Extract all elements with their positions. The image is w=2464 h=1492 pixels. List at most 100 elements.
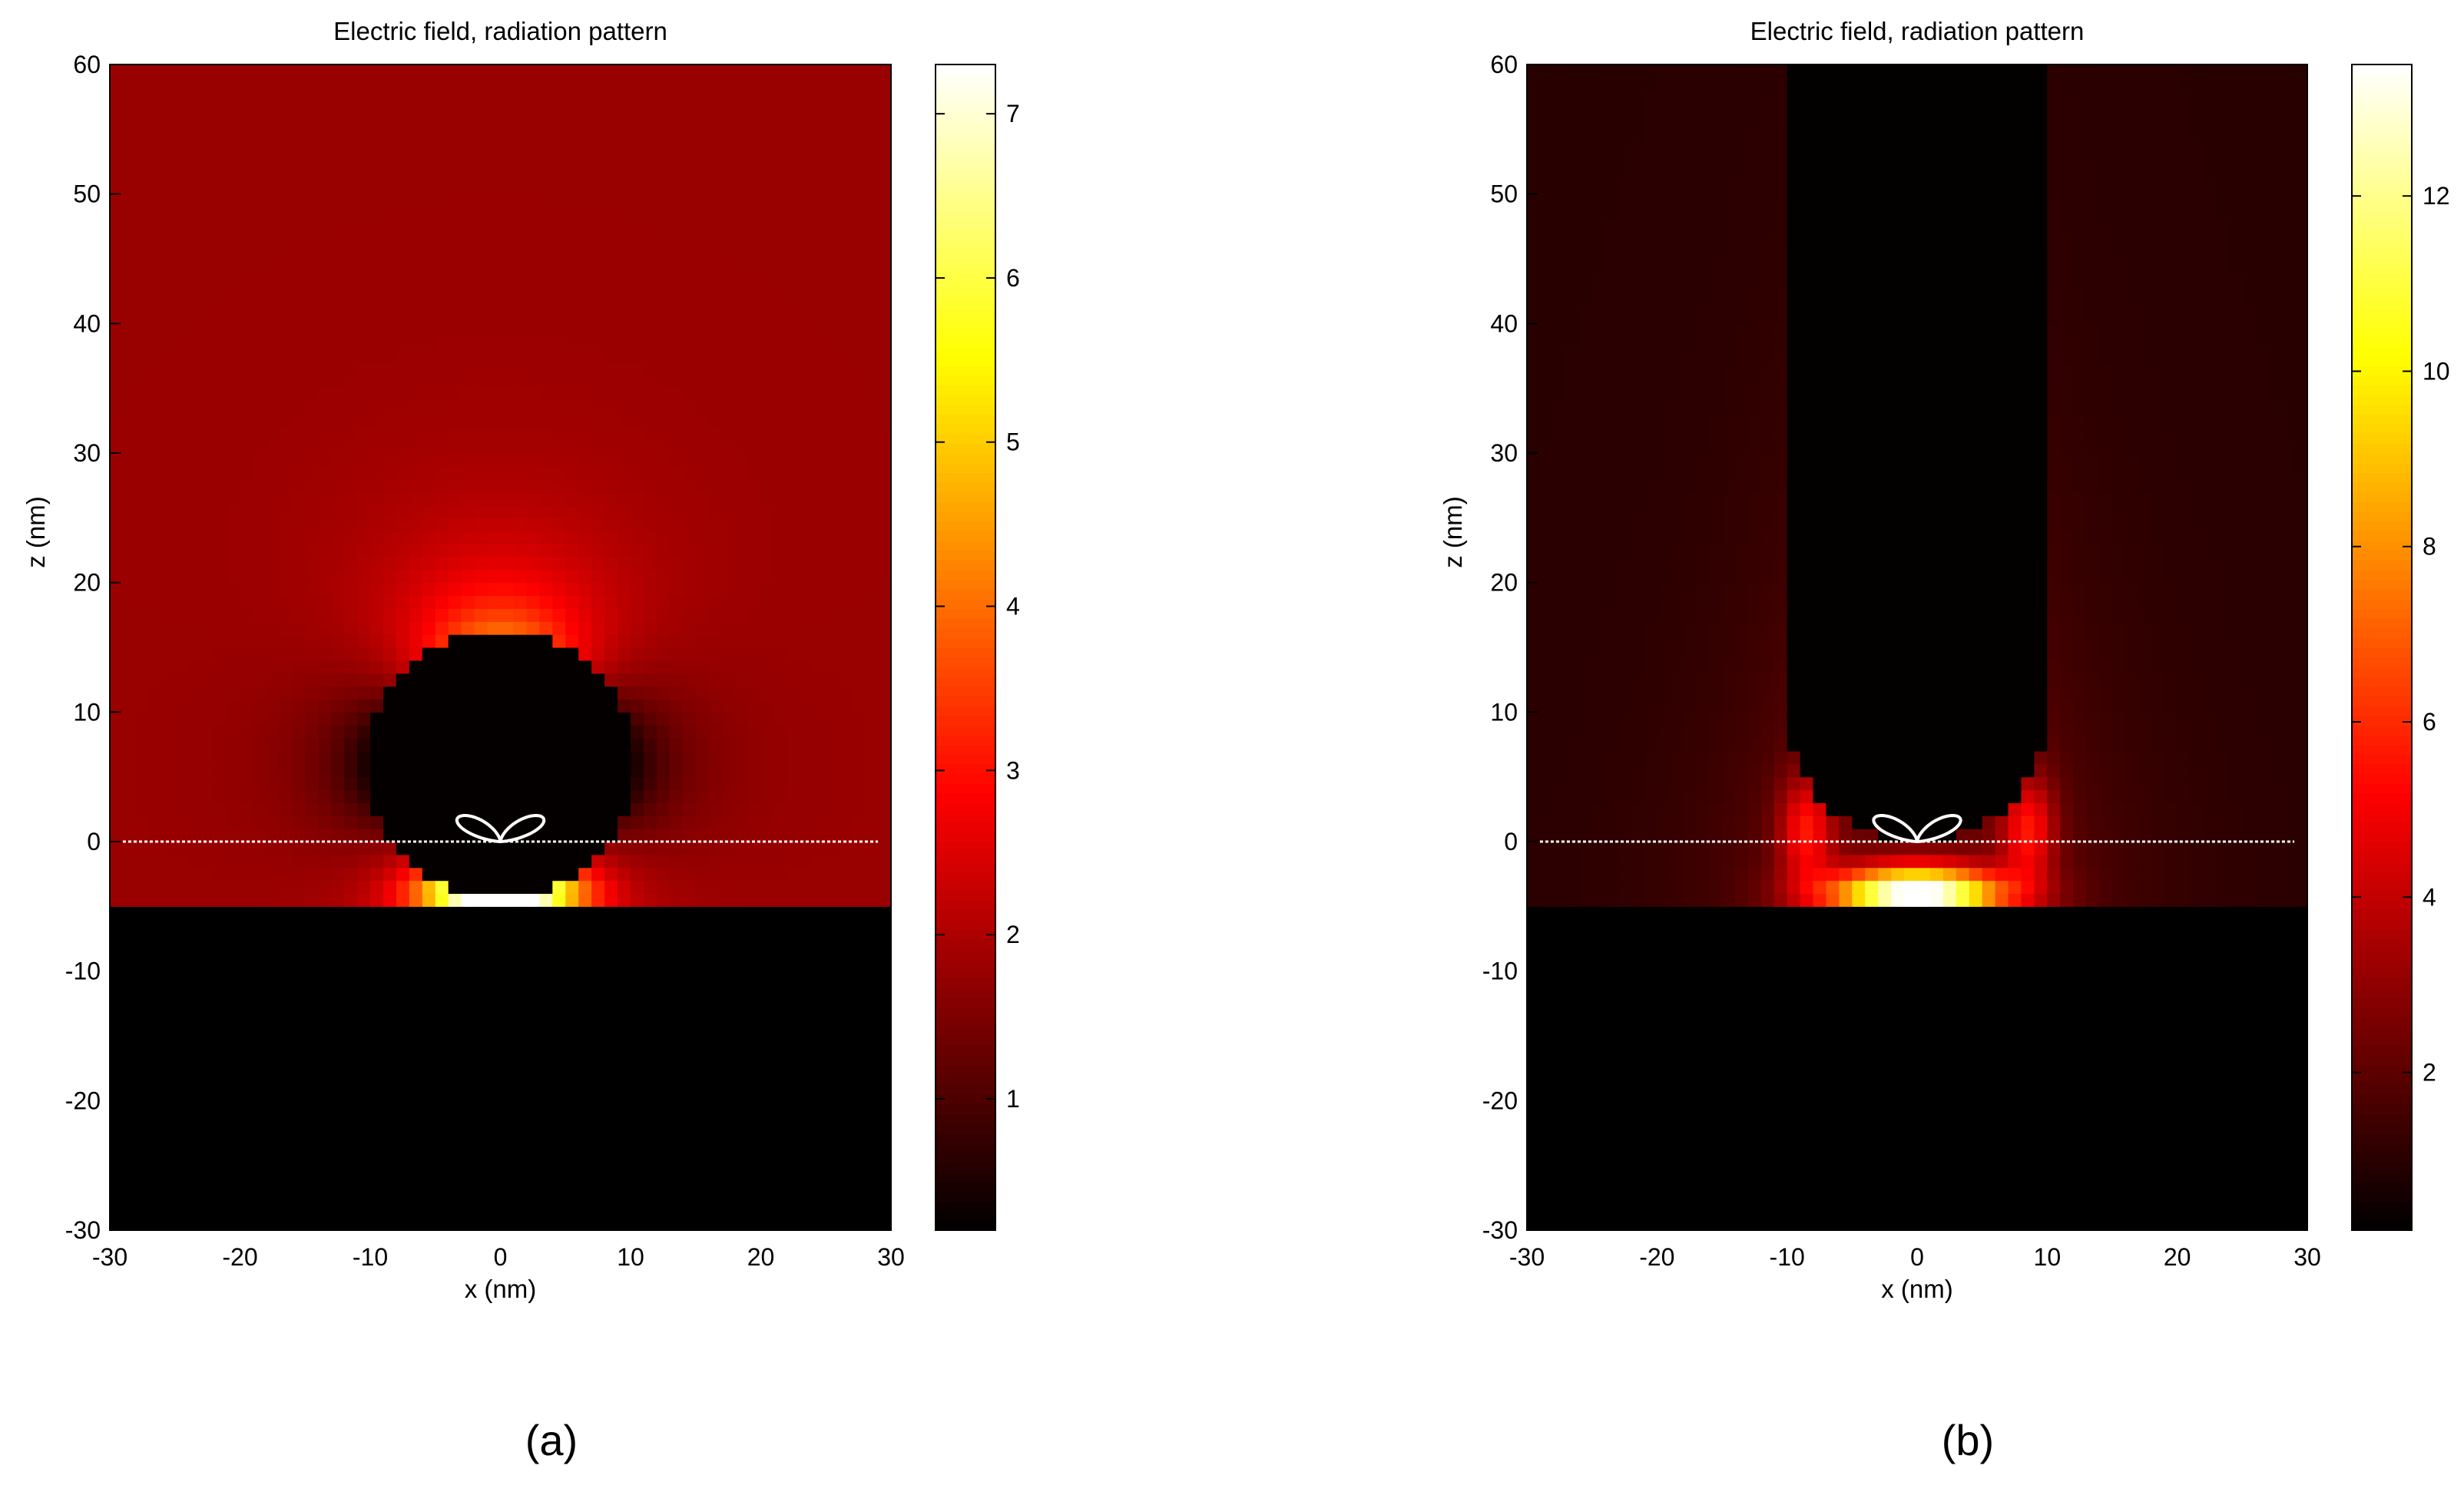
heatmap-cell xyxy=(708,491,723,506)
heatmap-cell xyxy=(787,880,800,895)
heatmap-cell xyxy=(813,103,826,117)
heatmap-cell xyxy=(174,906,189,920)
heatmap-cell xyxy=(200,802,215,816)
heatmap-cell xyxy=(305,478,319,493)
heatmap-cell xyxy=(760,427,775,441)
heatmap-cell xyxy=(813,518,826,531)
heatmap-cell xyxy=(474,220,488,233)
heatmap-cell xyxy=(513,673,527,687)
heatmap-cell xyxy=(292,65,306,78)
heatmap-cell xyxy=(357,1126,371,1140)
heatmap-cell xyxy=(721,815,736,829)
heatmap-cell xyxy=(435,544,449,557)
heatmap-cell xyxy=(344,129,358,143)
heatmap-cell xyxy=(552,958,566,972)
heatmap-cell xyxy=(578,297,592,312)
heatmap-cell xyxy=(357,634,371,648)
heatmap-cell xyxy=(305,1165,319,1179)
heatmap-cell xyxy=(734,660,749,674)
heatmap-cell xyxy=(318,453,332,467)
heatmap-cell xyxy=(813,595,826,609)
heatmap-cell xyxy=(800,944,813,959)
heatmap-cell xyxy=(122,725,137,739)
heatmap-cell xyxy=(578,1048,592,1063)
heatmap-cell xyxy=(643,167,657,182)
heatmap-cell xyxy=(357,932,371,946)
heatmap-cell xyxy=(669,776,684,791)
heatmap-cell xyxy=(292,971,306,985)
heatmap-cell xyxy=(161,194,176,208)
heatmap-cell xyxy=(279,1191,293,1205)
heatmap-cell xyxy=(148,854,163,868)
heatmap-cell xyxy=(513,686,527,700)
heatmap-cell xyxy=(448,259,462,273)
heatmap-cell xyxy=(305,867,319,882)
heatmap-cell xyxy=(409,1010,423,1024)
heatmap-cell xyxy=(565,880,579,895)
heatmap-cell xyxy=(526,582,540,597)
heatmap-cell xyxy=(526,660,540,674)
heatmap-cell xyxy=(448,465,462,480)
heatmap-cell xyxy=(578,1074,592,1089)
heatmap-cell xyxy=(631,1061,644,1076)
heatmap-cell xyxy=(187,1010,202,1024)
heatmap-cell xyxy=(578,893,592,907)
heatmap-cell xyxy=(383,518,397,531)
heatmap-cell xyxy=(487,116,502,130)
heatmap-cell xyxy=(357,77,371,91)
heatmap-cell xyxy=(331,531,345,544)
heatmap-cell xyxy=(760,1178,775,1192)
heatmap-cell xyxy=(578,194,592,208)
heatmap-cell xyxy=(187,491,202,506)
heatmap-cell xyxy=(318,699,332,713)
heatmap-cell xyxy=(148,621,163,635)
heatmap-cell xyxy=(214,427,228,441)
heatmap-cell xyxy=(695,621,710,635)
heatmap-cell xyxy=(200,867,215,882)
heatmap-cell xyxy=(227,984,241,997)
heatmap-cell xyxy=(148,233,163,246)
heatmap-cell xyxy=(409,660,423,674)
heatmap-cell xyxy=(773,349,787,363)
heatmap-cell xyxy=(487,1165,502,1179)
heatmap-cell xyxy=(110,103,124,117)
heatmap-cell xyxy=(357,453,371,467)
heatmap-cell xyxy=(800,556,813,571)
heatmap-cell xyxy=(813,1126,826,1140)
heatmap-cell xyxy=(187,1165,202,1179)
heatmap-cell xyxy=(618,842,631,855)
heatmap-cell xyxy=(331,1087,345,1101)
heatmap-cell xyxy=(643,647,657,661)
heatmap-cell xyxy=(800,725,813,739)
heatmap-cell xyxy=(383,712,397,726)
heatmap-cell xyxy=(826,1165,840,1179)
heatmap-cell xyxy=(409,401,423,415)
heatmap-cell xyxy=(305,1074,319,1089)
heatmap-cell xyxy=(656,906,671,920)
heatmap-cell xyxy=(135,284,150,299)
heatmap-cell xyxy=(214,259,228,273)
heatmap-cell xyxy=(383,194,397,208)
heatmap-cell xyxy=(721,478,736,493)
heatmap-cell xyxy=(800,802,813,816)
heatmap-cell xyxy=(292,77,306,91)
heatmap-cell xyxy=(669,1010,684,1024)
heatmap-cell xyxy=(318,608,332,622)
heatmap-cell xyxy=(227,246,241,260)
heatmap-cell xyxy=(631,349,644,363)
heatmap-cell xyxy=(227,1061,241,1076)
heatmap-cell xyxy=(357,375,371,389)
heatmap-cell xyxy=(448,1074,462,1089)
heatmap-cell xyxy=(279,569,293,584)
heatmap-cell xyxy=(174,544,189,557)
heatmap-cell xyxy=(200,1087,215,1101)
heatmap-cell xyxy=(708,699,723,713)
heatmap-cell xyxy=(187,776,202,791)
heatmap-cell xyxy=(591,180,605,195)
heatmap-cell xyxy=(422,220,436,233)
heatmap-cell xyxy=(135,763,150,778)
heatmap-cell xyxy=(461,997,475,1011)
heatmap-cell xyxy=(240,362,254,376)
heatmap-cell xyxy=(643,1152,657,1166)
heatmap-cell xyxy=(148,103,163,117)
